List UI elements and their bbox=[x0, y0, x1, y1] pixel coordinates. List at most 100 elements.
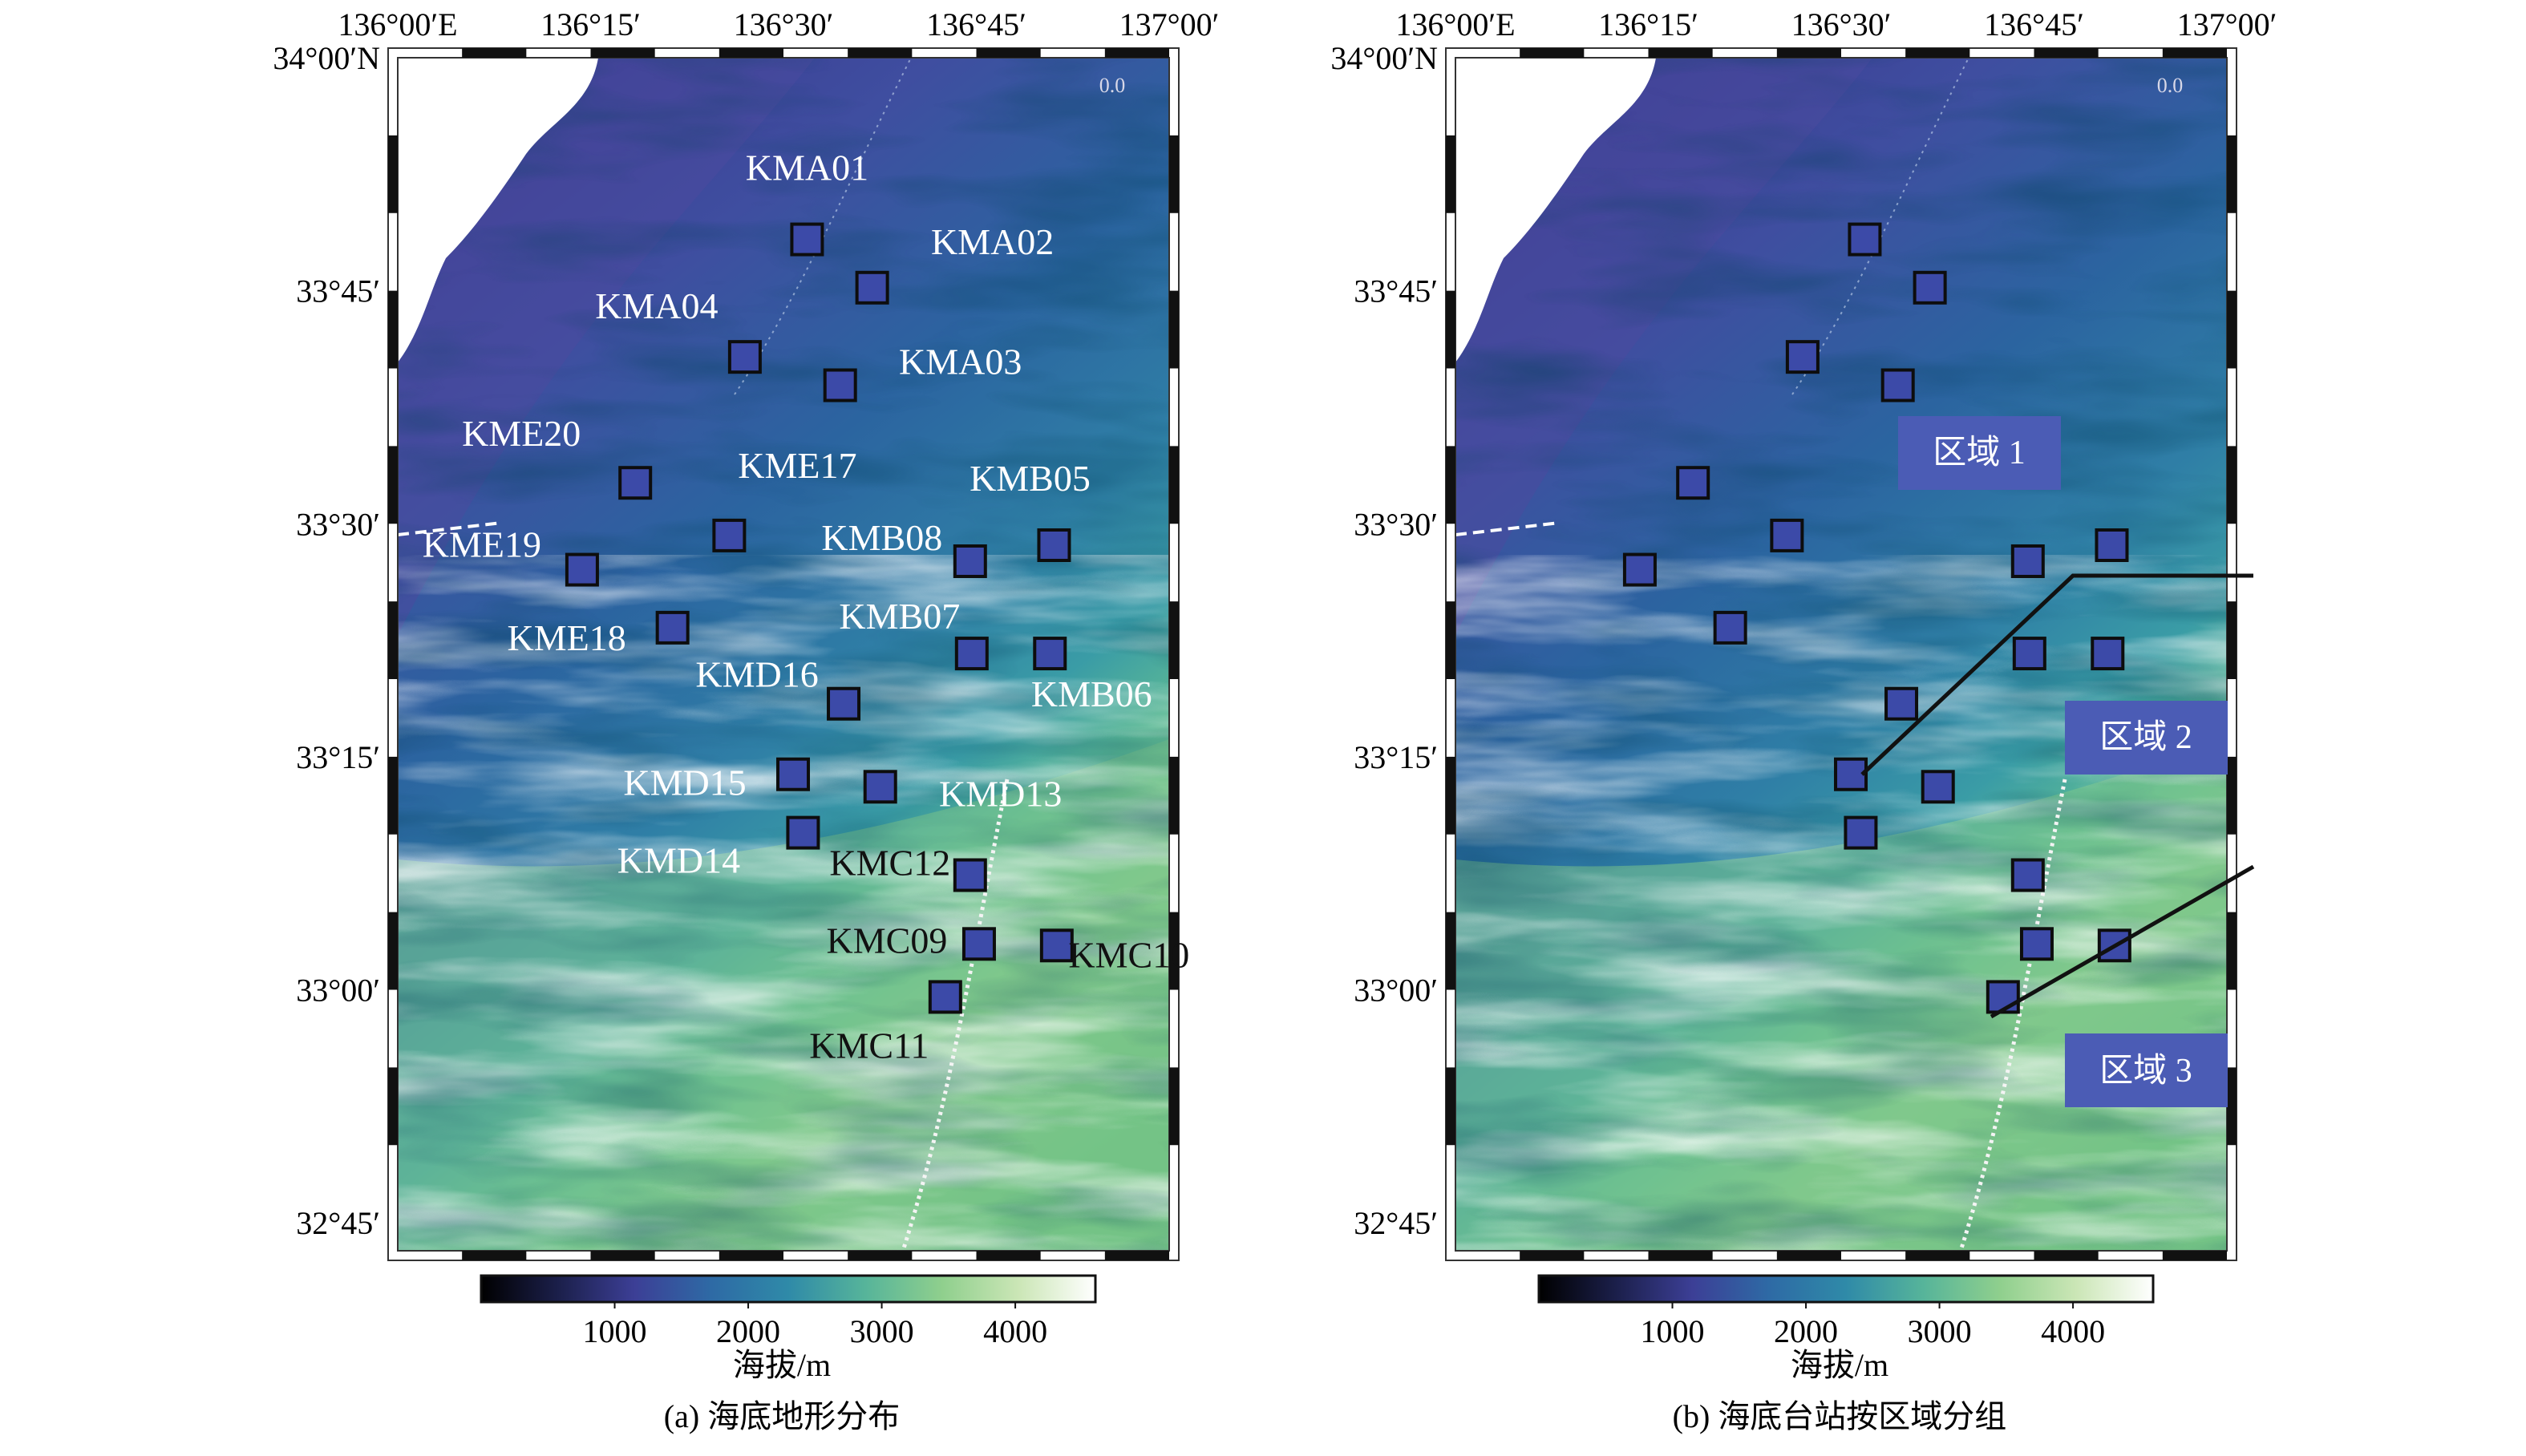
station-label: KMD13 bbox=[939, 773, 1062, 814]
station-marker bbox=[790, 222, 824, 257]
station-marker bbox=[1880, 368, 1915, 402]
station-marker bbox=[712, 518, 747, 552]
station-label: KME20 bbox=[462, 413, 581, 454]
colorbar-tick-label: 4000 bbox=[983, 1313, 1047, 1349]
station-label: KMB08 bbox=[821, 517, 942, 558]
station-marker bbox=[827, 686, 861, 721]
colorbar-tick-label: 2000 bbox=[716, 1313, 780, 1349]
station-marker bbox=[1785, 340, 1820, 374]
station-marker bbox=[1033, 637, 1067, 671]
station-label: KME17 bbox=[738, 445, 856, 486]
map-frame bbox=[1445, 47, 2237, 1261]
station-label: KMD16 bbox=[695, 654, 818, 695]
x-tick-label: 137°00′ bbox=[2177, 6, 2277, 42]
station-marker bbox=[855, 270, 889, 305]
station-label: KMD15 bbox=[623, 762, 746, 803]
y-tick-label: 33°15′ bbox=[296, 739, 380, 775]
x-tick-label: 136°30′ bbox=[1791, 6, 1892, 42]
bathymetry-map bbox=[1455, 58, 2227, 1251]
y-tick-label: 32°45′ bbox=[1354, 1205, 1438, 1241]
station-marker bbox=[727, 340, 762, 374]
station-label: KMD14 bbox=[617, 840, 740, 881]
region-label-1: 区域 1 bbox=[1898, 416, 2061, 490]
station-marker bbox=[786, 815, 820, 850]
region-label-2: 区域 2 bbox=[2065, 701, 2228, 775]
station-marker bbox=[823, 368, 857, 402]
colorbar-tick-label: 1000 bbox=[583, 1313, 647, 1349]
land-area bbox=[398, 58, 598, 362]
region-label-text: 区域 1 bbox=[1933, 435, 2026, 471]
station-marker bbox=[1713, 610, 1747, 645]
land-area bbox=[1455, 58, 1656, 362]
station-marker bbox=[776, 757, 811, 791]
colorbar: 1000 2000 3000 4000 bbox=[480, 1274, 1097, 1349]
y-tick-label: 32°45′ bbox=[296, 1205, 380, 1241]
colorbar-label: 海拔/m bbox=[733, 1347, 831, 1383]
map-frame bbox=[387, 47, 1180, 1261]
station-markers bbox=[1622, 222, 2131, 1014]
y-tick-label: 33°45′ bbox=[296, 273, 380, 309]
station-marker bbox=[1884, 686, 1919, 721]
station-labels: KMA01 KMA02 KMA04 KMA03 KME20 KME17 KMB05 KMB08… bbox=[423, 148, 1189, 1066]
colorbar-tick-label: 1000 bbox=[1641, 1313, 1705, 1349]
x-tick-label: 136°15′ bbox=[1598, 6, 1698, 42]
station-marker bbox=[863, 770, 897, 804]
station-marker bbox=[1622, 552, 1657, 587]
station-label: KMB06 bbox=[1031, 673, 1152, 714]
station-marker bbox=[2012, 637, 2046, 671]
station-label: KMA03 bbox=[899, 342, 1022, 382]
colorbar-tick-label: 4000 bbox=[2041, 1313, 2105, 1349]
x-tick-labels: 136°00′E 136°15′ 136°30′ 136°45′ 137°00′ bbox=[338, 6, 1219, 42]
station-marker bbox=[953, 544, 987, 578]
station-marker bbox=[961, 927, 996, 961]
colorbar-tick-label: 3000 bbox=[1908, 1313, 1972, 1349]
station-marker bbox=[1037, 528, 1071, 562]
x-tick-label: 136°15′ bbox=[540, 6, 641, 42]
y-tick-label: 33°30′ bbox=[1354, 506, 1438, 542]
station-label: KMA02 bbox=[931, 221, 1054, 262]
y-tick-label: 34°00′N bbox=[1330, 40, 1438, 76]
x-tick-label: 137°00′ bbox=[1119, 6, 1220, 42]
region-label-text: 区域 2 bbox=[2099, 719, 2192, 756]
station-label: KMC09 bbox=[827, 920, 948, 961]
station-marker bbox=[565, 552, 599, 587]
y-tick-label: 34°00′N bbox=[273, 40, 380, 76]
colorbar-tick-label: 2000 bbox=[1774, 1313, 1838, 1349]
station-label: KMB07 bbox=[839, 596, 960, 637]
station-marker bbox=[2095, 528, 2129, 562]
station-marker bbox=[1913, 270, 1947, 305]
station-marker bbox=[1986, 980, 2020, 1014]
station-marker bbox=[928, 980, 962, 1014]
corner-mark: 0.0 bbox=[1099, 74, 1126, 97]
y-tick-label: 33°00′ bbox=[1354, 973, 1438, 1009]
x-tick-label: 136°00′E bbox=[1395, 6, 1515, 42]
x-tick-label: 136°45′ bbox=[926, 6, 1026, 42]
station-marker bbox=[954, 637, 989, 671]
station-label: KMA01 bbox=[746, 148, 868, 188]
y-tick-labels: 34°00′N 33°45′ 33°30′ 33°15′ 33°00′ 32°45′ bbox=[1330, 40, 1438, 1241]
station-label: KMB05 bbox=[970, 458, 1091, 499]
station-label: KMC10 bbox=[1068, 934, 1189, 975]
panel-caption: (a) 海底地形分布 bbox=[664, 1398, 900, 1434]
region-label-text: 区域 3 bbox=[2099, 1053, 2192, 1090]
colorbar-label: 海拔/m bbox=[1791, 1347, 1888, 1383]
colorbar-bar bbox=[1537, 1274, 2155, 1304]
station-marker bbox=[618, 466, 653, 500]
station-marker bbox=[1770, 518, 1804, 552]
station-marker bbox=[655, 610, 690, 645]
colorbar-tick-label: 3000 bbox=[850, 1313, 914, 1349]
station-marker bbox=[1921, 770, 1955, 804]
y-tick-label: 33°00′ bbox=[296, 973, 380, 1009]
station-label: KME18 bbox=[508, 617, 626, 658]
station-label: KMA04 bbox=[595, 285, 718, 326]
region-boundary-line bbox=[1990, 864, 2255, 1019]
y-tick-label: 33°45′ bbox=[1354, 273, 1438, 309]
station-marker bbox=[2019, 927, 2054, 961]
y-tick-labels: 34°00′N 33°45′ 33°30′ 33°15′ 33°00′ 32°45′ bbox=[273, 40, 380, 1241]
station-label: KMC12 bbox=[829, 843, 950, 884]
x-tick-labels: 136°00′E 136°15′ 136°30′ 136°45′ 137°00′ bbox=[1395, 6, 2277, 42]
corner-mark: 0.0 bbox=[2157, 74, 2184, 97]
panel-b: 136°00′E 136°15′ 136°30′ 136°45′ 137°00′ 34°… bbox=[1330, 6, 2277, 1434]
bathymetry-map bbox=[398, 58, 1169, 1251]
